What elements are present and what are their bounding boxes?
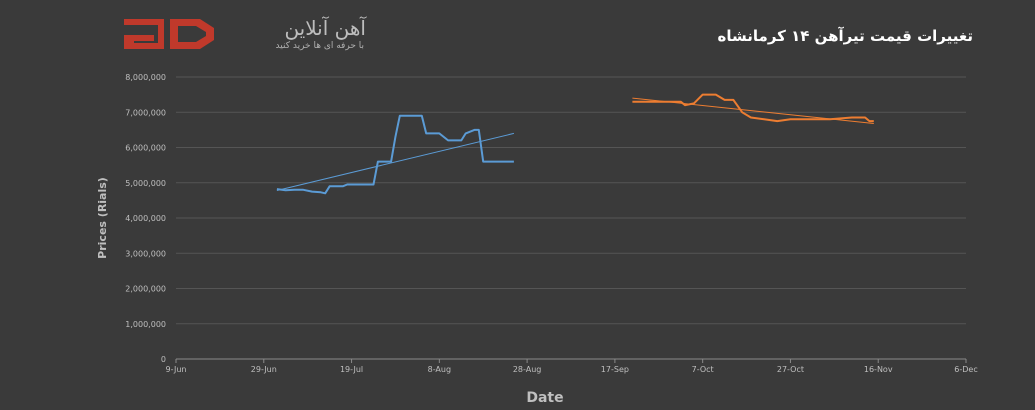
y-tick-label: 6,000,000 (125, 144, 166, 153)
trendline-1 (276, 132, 515, 191)
x-tick-label: 17-Sep (601, 365, 629, 374)
logo-tagline: با حرفه ای ها خرید کنید (275, 41, 364, 51)
y-tick-label: 0 (161, 355, 166, 364)
x-axis-label: Date (526, 390, 563, 406)
x-tick-label: 27-Oct (777, 365, 804, 374)
chart-title: تغییرات قیمت تیرآهن ۱۴ کرمانشاه (717, 27, 973, 45)
x-tick-label: 9-Jun (166, 365, 187, 374)
x-tick-label: 19-Jul (340, 365, 363, 374)
series-line-0 (276, 114, 514, 195)
gridlines (176, 76, 966, 325)
x-tick-label: 29-Jun (251, 365, 277, 374)
y-tick-label: 1,000,000 (125, 320, 166, 329)
series (276, 93, 874, 195)
logo-mark-icon (124, 19, 214, 49)
y-tick-label: 5,000,000 (125, 179, 166, 188)
y-tick-label: 7,000,000 (125, 108, 166, 117)
y-tick-label: 3,000,000 (125, 249, 166, 258)
x-tick-label: 28-Aug (513, 365, 542, 374)
y-axis-label: Prices (Rials) (96, 177, 109, 259)
logo-a-shape (124, 19, 164, 49)
y-axis-ticks: 0 1,000,000 2,000,000 3,000,000 4,000,000 5,0… (125, 73, 166, 364)
trendline-3 (632, 97, 874, 124)
y-tick-label: 2,000,000 (125, 285, 166, 294)
y-tick-label: 8,000,000 (125, 73, 166, 82)
x-tick-label: 16-Nov (864, 365, 893, 374)
logo-name: آهن آنلاین (284, 16, 366, 40)
x-axis-ticks: 9-Jun 29-Jun 19-Jul 8-Aug 28-Aug 17-Sep 7-Oct 2… (166, 359, 978, 374)
y-tick-label: 4,000,000 (125, 214, 166, 223)
x-tick-label: 8-Aug (428, 365, 451, 374)
x-tick-label: 7-Oct (692, 365, 714, 374)
logo-d-shape (170, 19, 214, 49)
x-tick-label: 6-Dec (954, 365, 977, 374)
brand-logo[interactable]: آهن آنلاین با حرفه ای ها خرید کنید (120, 15, 366, 55)
series-line-2 (632, 93, 874, 123)
